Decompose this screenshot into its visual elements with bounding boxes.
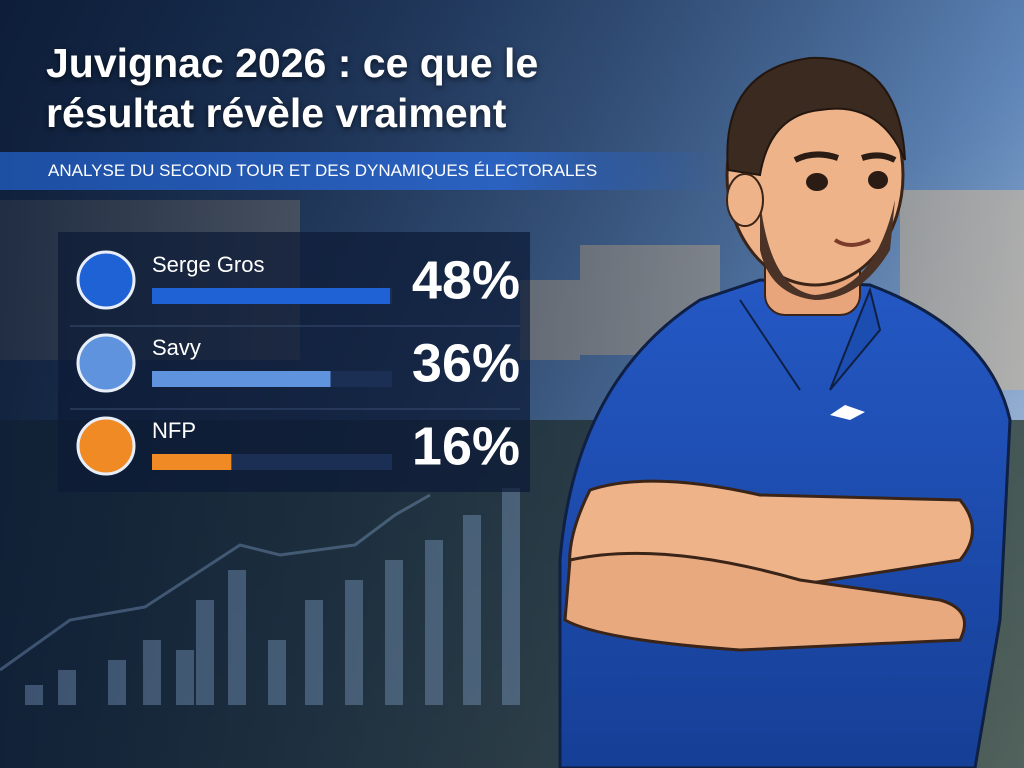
bar [152, 454, 232, 470]
category-label: NFP [152, 418, 196, 443]
character [558, 56, 1012, 768]
subtitle-band [0, 152, 720, 190]
category-label: Savy [152, 335, 201, 360]
results: Serge Gros 48% Savy 36% NFP 16% [76, 250, 520, 476]
bar [152, 371, 331, 387]
title: Juvignac 2026 : ce que le résultat révèl… [46, 40, 539, 136]
bar [152, 288, 390, 304]
legend-dot [76, 333, 136, 393]
subtitle: ANALYSE DU SECOND TOUR ET DES DYNAMIQUES… [48, 161, 598, 180]
decorative-chart [0, 488, 520, 705]
category-label: Serge Gros [152, 252, 265, 277]
value-label: 36% [412, 333, 520, 393]
value-label: 48% [412, 250, 520, 310]
results-panel [58, 232, 530, 492]
legend-dot [76, 250, 136, 310]
value-label: 16% [412, 416, 520, 476]
legend-dot [76, 416, 136, 476]
